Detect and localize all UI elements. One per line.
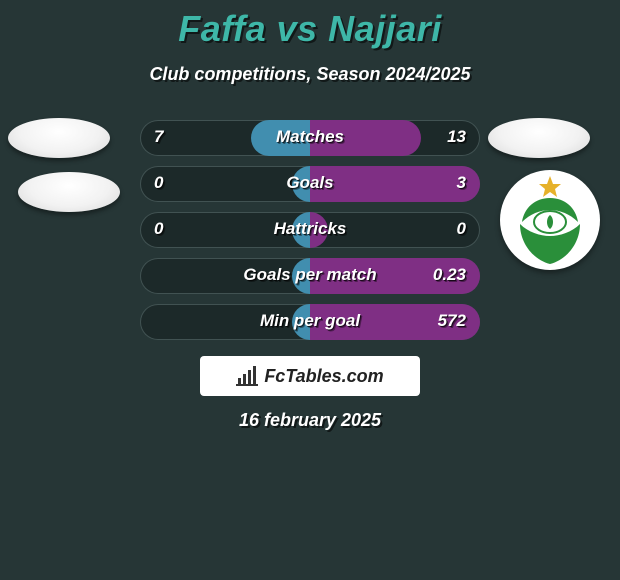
bar-fill-right: [310, 304, 480, 340]
fctables-logo: FcTables.com: [200, 356, 420, 396]
left-team-badge-1: [8, 118, 110, 158]
stats-panel: 713Matches 03Goals 00Hattricks 0.23Goals pe…: [140, 120, 480, 350]
bar-track-right: [310, 212, 480, 248]
right-team-badge-1: [488, 118, 590, 158]
left-team-badge-2: [18, 172, 120, 212]
bar-track-left: [140, 166, 310, 202]
page-subtitle: Club competitions, Season 2024/2025: [0, 64, 620, 85]
bar-fill-left: [251, 120, 310, 156]
logo-text: FcTables.com: [264, 366, 383, 387]
club-crest-icon: [500, 170, 600, 270]
right-team-badge-2: [500, 170, 600, 270]
stat-row: 0.23Goals per match: [140, 258, 480, 294]
stat-row: 00Hattricks: [140, 212, 480, 248]
bar-fill-right: [310, 258, 480, 294]
stat-row: 03Goals: [140, 166, 480, 202]
stat-row: 572Min per goal: [140, 304, 480, 340]
bar-fill-right: [310, 120, 421, 156]
bar-track-left: [140, 258, 310, 294]
stat-row: 713Matches: [140, 120, 480, 156]
bar-track-left: [140, 212, 310, 248]
bar-track-left: [140, 304, 310, 340]
bar-fill-right: [310, 166, 480, 202]
page-title: Faffa vs Najjari: [0, 0, 620, 50]
bar-chart-icon: [236, 366, 258, 386]
date-line: 16 february 2025: [0, 410, 620, 431]
